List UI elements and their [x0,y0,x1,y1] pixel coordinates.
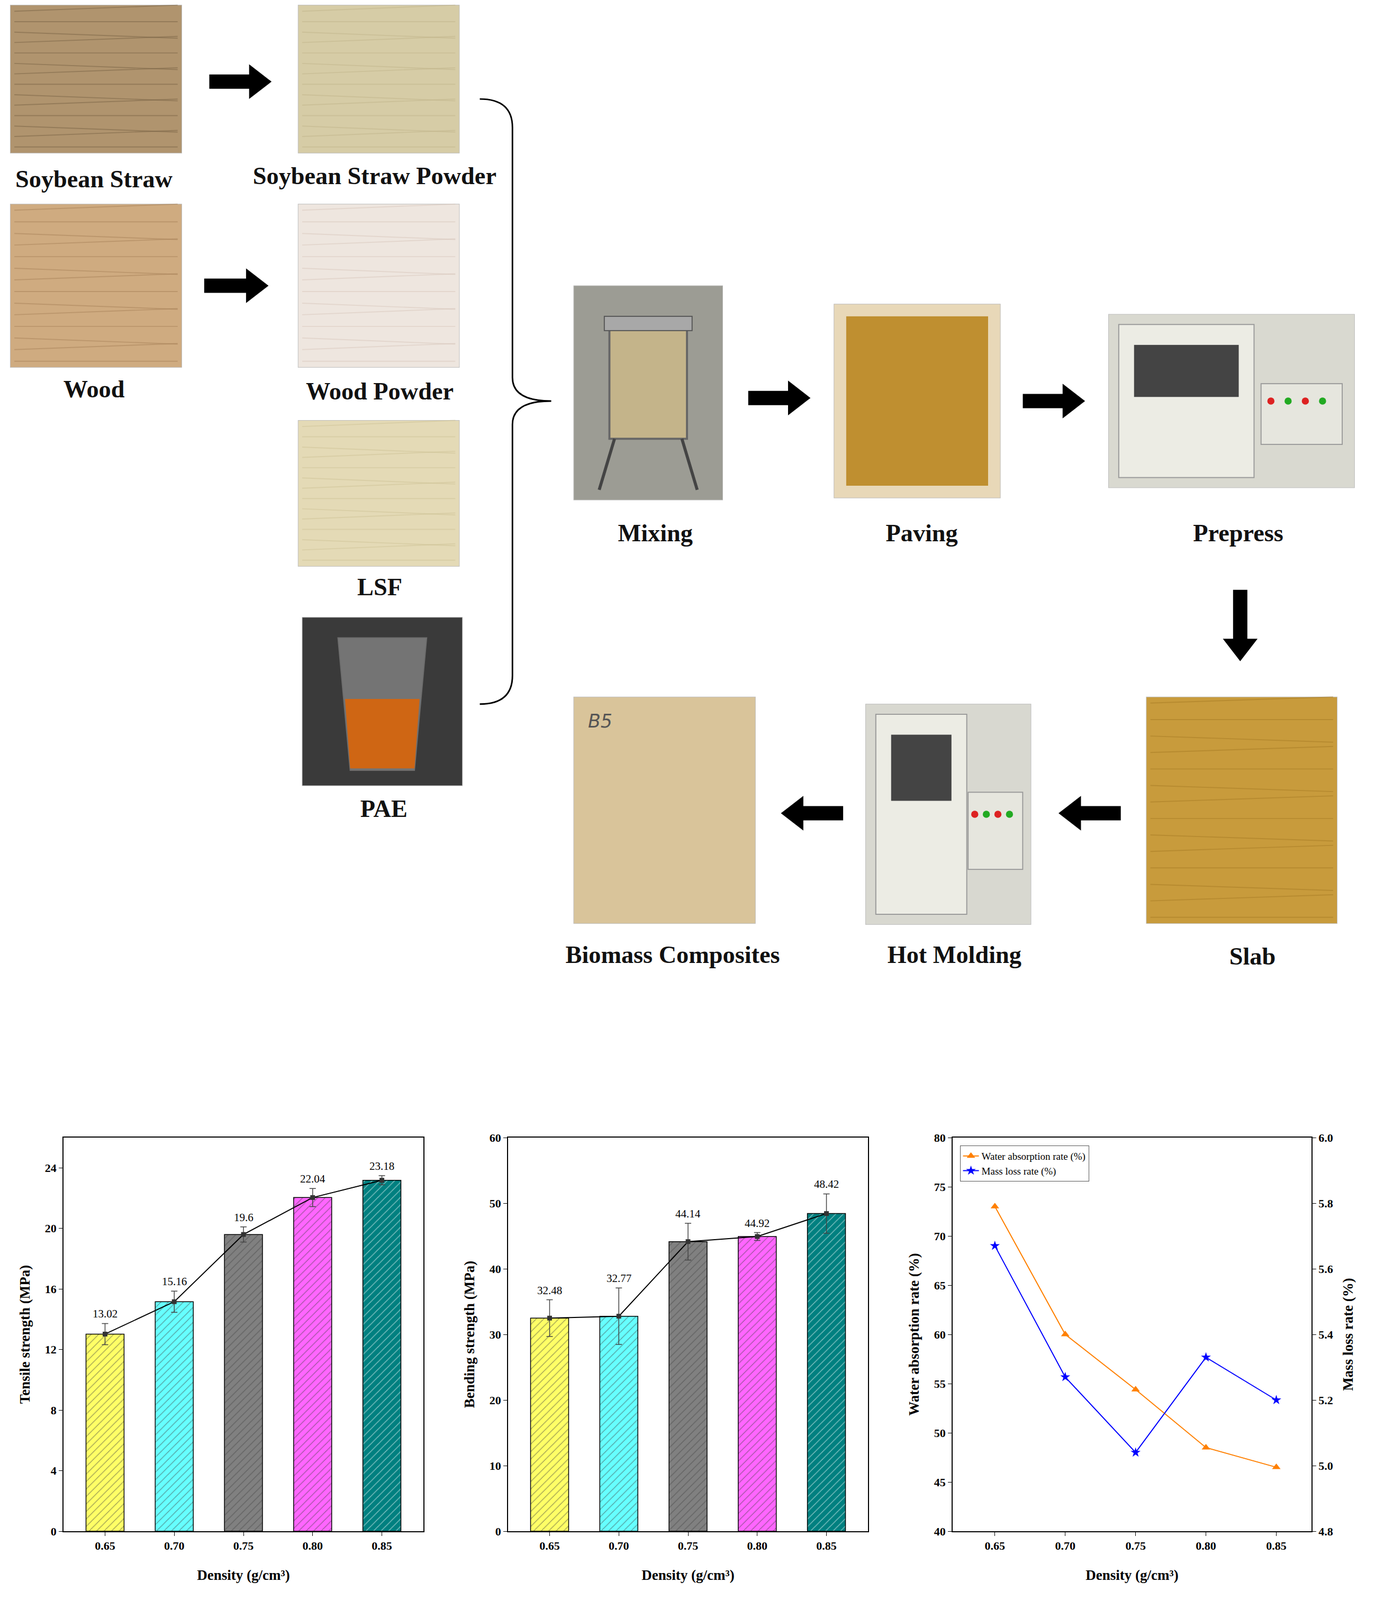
svg-text:20: 20 [489,1394,502,1408]
svg-text:0: 0 [495,1525,502,1539]
svg-text:Wood Powder: Wood Powder [305,377,454,405]
svg-text:19.6: 19.6 [233,1211,254,1225]
svg-text:55: 55 [934,1377,946,1391]
svg-text:Mass loss rate (%): Mass loss rate (%) [981,1165,1057,1178]
svg-text:22.04: 22.04 [300,1172,326,1186]
svg-text:50: 50 [934,1426,946,1441]
svg-text:0.85: 0.85 [816,1539,837,1553]
svg-text:Hot Molding: Hot Molding [887,941,1022,969]
svg-text:12: 12 [44,1343,57,1357]
svg-text:Bending strength (MPa): Bending strength (MPa) [461,1261,478,1409]
svg-text:Paving: Paving [885,519,958,547]
svg-text:B5: B5 [588,710,613,732]
svg-text:0: 0 [50,1525,57,1539]
svg-text:0.80: 0.80 [747,1539,768,1553]
svg-text:4.8: 4.8 [1318,1525,1334,1539]
svg-text:Tensile strength (MPa): Tensile strength (MPa) [16,1265,33,1405]
svg-text:0.75: 0.75 [677,1539,699,1553]
svg-text:0.65: 0.65 [94,1539,116,1553]
svg-text:6.0: 6.0 [1318,1131,1334,1145]
svg-text:Wood: Wood [63,375,125,403]
svg-text:5.8: 5.8 [1318,1197,1334,1211]
svg-text:48.42: 48.42 [813,1178,839,1191]
svg-text:Mixing: Mixing [618,519,693,547]
svg-text:32.48: 32.48 [537,1284,563,1298]
svg-text:5.2: 5.2 [1318,1394,1334,1408]
svg-text:44.92: 44.92 [744,1217,770,1230]
svg-text:0.80: 0.80 [1195,1539,1217,1553]
svg-text:24: 24 [44,1161,57,1175]
svg-text:PAE: PAE [360,795,408,823]
svg-text:Soybean Straw Powder: Soybean Straw Powder [252,162,497,190]
svg-text:30: 30 [489,1328,502,1342]
svg-text:40: 40 [489,1262,502,1277]
svg-text:0.65: 0.65 [539,1539,560,1553]
svg-text:0.75: 0.75 [1125,1539,1146,1553]
svg-text:0.70: 0.70 [164,1539,185,1553]
svg-text:70: 70 [934,1229,946,1244]
svg-text:10: 10 [489,1459,502,1473]
svg-text:Density (g/cm³): Density (g/cm³) [196,1567,290,1584]
svg-text:0.80: 0.80 [302,1539,324,1553]
svg-text:Density (g/cm³): Density (g/cm³) [1085,1567,1179,1584]
svg-text:0.75: 0.75 [233,1539,255,1553]
svg-text:60: 60 [934,1328,946,1342]
svg-text:60: 60 [489,1131,502,1145]
svg-text:Prepress: Prepress [1192,519,1283,547]
svg-text:40: 40 [934,1525,946,1539]
svg-text:0.85: 0.85 [1265,1539,1287,1553]
svg-text:32.77: 32.77 [606,1272,632,1286]
svg-text:0.65: 0.65 [984,1539,1006,1553]
svg-text:0.70: 0.70 [608,1539,630,1553]
svg-text:Biomass Composites: Biomass Composites [565,941,781,969]
svg-text:4: 4 [50,1464,57,1478]
svg-text:5.6: 5.6 [1318,1262,1334,1277]
svg-text:0.70: 0.70 [1054,1539,1076,1553]
svg-text:65: 65 [934,1279,946,1293]
svg-text:0.85: 0.85 [371,1539,393,1553]
svg-text:LSF: LSF [357,573,403,601]
svg-text:50: 50 [489,1197,502,1211]
svg-text:16: 16 [44,1282,57,1297]
svg-text:80: 80 [934,1131,946,1145]
svg-text:75: 75 [934,1180,946,1194]
svg-text:5.0: 5.0 [1318,1459,1334,1473]
svg-text:Density (g/cm³): Density (g/cm³) [641,1567,735,1584]
svg-text:Water absorption rate (%): Water absorption rate (%) [981,1151,1086,1163]
svg-text:8: 8 [50,1404,57,1418]
svg-text:Soybean Straw: Soybean Straw [15,165,173,193]
svg-text:15.16: 15.16 [161,1275,187,1289]
svg-text:20: 20 [44,1222,57,1236]
svg-text:13.02: 13.02 [92,1307,118,1321]
svg-text:Water absorption rate (%): Water absorption rate (%) [906,1253,922,1417]
svg-text:Mass loss rate (%): Mass loss rate (%) [1340,1278,1356,1392]
svg-text:Slab: Slab [1229,943,1276,971]
svg-text:23.18: 23.18 [369,1160,395,1173]
svg-text:5.4: 5.4 [1318,1328,1334,1342]
svg-text:44.14: 44.14 [675,1207,701,1221]
svg-text:45: 45 [934,1476,946,1490]
